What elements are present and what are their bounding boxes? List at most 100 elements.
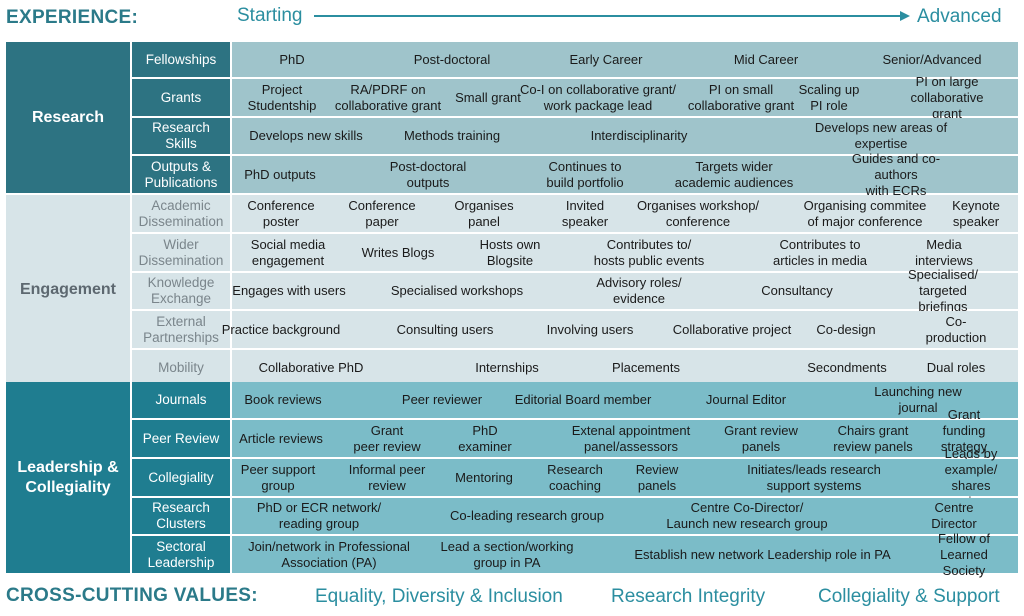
grid-cell-text: PhD examiner: [458, 422, 512, 454]
grid-cell-text: Contributes to/ hosts public events: [593, 236, 705, 268]
grid-cell-text: Practice background: [221, 321, 341, 337]
grid-cell: Dual roles: [927, 350, 986, 385]
grid-cell: PI on small collaborative grant: [688, 79, 794, 116]
grid-cell-text: Hosts own Blogsite: [479, 236, 541, 268]
grid-cell: Editorial Board member: [515, 382, 652, 418]
cross-cutting-values: CROSS-CUTTING VALUES: Equality, Diversit…: [0, 580, 1024, 616]
grid-cell-text: PhD: [279, 51, 305, 67]
grid-cell: Co-I on collaborative grant/ work packag…: [520, 79, 676, 116]
row-cells: Join/network in Professional Association…: [232, 531, 1018, 578]
grid-cell-text: Methods training: [403, 128, 501, 143]
section-engagement: Engagement Academic Dissemination Conferen…: [6, 195, 1018, 385]
grid-cell-text: Initiates/leads research support systems: [747, 461, 881, 493]
row-cells: Project Studentship RA/PDRF on collaborat…: [232, 74, 1018, 121]
grid-cell: Guides and co-authors with ECRs: [835, 151, 957, 198]
row-cells: Conference poster Conference paper Organis…: [232, 195, 1018, 232]
row-cells: Social media engagement Writes Blogs Hosts…: [232, 234, 1018, 271]
grid-cell-text: Writes Blogs: [361, 244, 435, 260]
grid-cell-text: Specialised workshops: [390, 283, 524, 298]
grid-cell: Post-doctoral: [414, 42, 491, 77]
grid-cell-text: Centre Director: [931, 500, 977, 531]
row-label-text: Sectoral Leadership: [147, 538, 215, 570]
grid-cell-text: Involving users: [546, 321, 634, 337]
grid-cell-text: Review panels: [635, 461, 679, 493]
row-leadership-1: Peer Review Article reviews Grant peer rev…: [132, 407, 1018, 470]
grid-cell: Invited speaker: [562, 195, 608, 232]
grid-cell-text: Co-leading research group: [450, 508, 604, 523]
grid-cell-text: PhD or ECR network/ reading group: [256, 500, 382, 531]
grid-cell-text: Journal Editor: [705, 392, 787, 407]
grid-cell-text: Secondments: [807, 359, 887, 375]
row-label: Sectoral Leadership: [132, 536, 230, 573]
grid-cell-text: Launching new journal: [874, 384, 962, 415]
row-label: Research Clusters: [132, 498, 230, 534]
grid-cell-text: Editorial Board member: [514, 392, 652, 407]
grid-cell: Review panels: [636, 459, 679, 496]
row-engagement-2: Knowledge Exchange Engages with users Spec…: [132, 267, 1018, 314]
grid-cell-text: Post-doctoral: [413, 51, 491, 67]
row-label-text: Mobility: [158, 359, 204, 375]
grid-cell: Involving users: [547, 311, 634, 348]
grid-cell-text: PI on small collaborative grant: [687, 81, 795, 113]
grid-cell: Specialised workshops: [391, 273, 523, 309]
grid-cell-text: Book reviews: [244, 392, 322, 407]
row-label: Peer Review: [132, 420, 230, 457]
grid-cell: PhD or ECR network/ reading group: [257, 498, 381, 534]
grid-cell: Peer support group: [241, 459, 315, 496]
row-engagement-0: Academic Dissemination Conference poster C…: [132, 195, 1018, 232]
grid-cell-text: Guides and co-authors with ECRs: [851, 150, 941, 198]
grid-cell: Internships: [475, 350, 539, 385]
grid-cell-text: Research coaching: [547, 461, 603, 493]
grid-cell: Collaborative project: [673, 311, 792, 348]
grid-cell-text: Specialised/ targeted briefings: [907, 267, 979, 314]
experience-arrow: [314, 11, 910, 21]
row-label-text: Research Clusters: [152, 500, 210, 531]
grid-cell: Organising commitee of major conference: [804, 195, 927, 232]
row-label-text: Wider Dissemination: [138, 236, 224, 268]
grid-cell-text: Article reviews: [239, 430, 323, 446]
grid-cell-text: Consulting users: [396, 321, 494, 337]
grid-cell: Research coaching: [547, 459, 603, 496]
row-label: Academic Dissemination: [132, 195, 230, 232]
grid-cell-text: Targets wider academic audiences: [674, 158, 794, 190]
grid-cell-text: Organises panel: [454, 197, 514, 229]
grid-cell: Lead a section/working group in PA: [441, 536, 574, 573]
grid-cell: Contributes to/ hosts public events: [594, 234, 705, 271]
grid-cell-text: Media interviews: [915, 236, 973, 268]
grid-cell: Organises workshop/ conference: [637, 195, 759, 232]
grid-cell: Conference poster: [247, 195, 314, 232]
grid-cell-text: Interdisciplinarity: [590, 128, 688, 143]
grid-cell-text: Establish new network: [634, 546, 764, 562]
grid-cell: Co-production: [925, 311, 987, 348]
cross-cutting-label: CROSS-CUTTING VALUES:: [6, 585, 258, 606]
experience-start-label: Starting: [237, 5, 303, 26]
grid-cell: Informal peer review: [349, 459, 426, 496]
row-cells: Collaborative PhD Internships Placements Se…: [232, 350, 1018, 385]
grid-cell: Grant peer review: [353, 420, 420, 457]
grid-cell-text: Keynote speaker: [952, 197, 1000, 229]
grid-cell-text: Engages with users: [232, 283, 346, 298]
grid-cell-text: Conference poster: [247, 197, 315, 229]
grid-cell: Collaborative PhD: [259, 350, 364, 385]
grid-cell: Hosts own Blogsite: [480, 234, 541, 271]
grid-cell-text: Continues to build portfolio: [546, 158, 624, 190]
grid-cell-text: Extenal appointment panel/assessors: [571, 422, 691, 454]
grid-cell: Centre Co-Director/ Launch new research …: [666, 498, 827, 534]
row-label: Grants: [132, 79, 230, 116]
grid-cell: Peer reviewer: [402, 382, 482, 418]
grid-cell: Launching new journal: [868, 382, 968, 418]
grid-cell: Join/network in Professional Association…: [248, 536, 410, 573]
row-label: Mobility: [132, 350, 230, 385]
row-research-0: Fellowships PhD Post-doctoral Early Career M…: [132, 42, 1018, 77]
row-leadership-3: Research Clusters PhD or ECR network/ rea…: [132, 498, 1018, 534]
grid-cell: Keynote speaker: [952, 195, 1000, 232]
row-label: External Partnerships: [132, 311, 230, 348]
row-label: Fellowships: [132, 42, 230, 77]
grid-cell: Methods training: [404, 118, 500, 154]
row-cells: PhD Post-doctoral Early Career Mid Career Se…: [232, 42, 1018, 77]
grid-cell: Book reviews: [244, 382, 321, 418]
grid-cell: Senior/Advanced: [882, 42, 981, 77]
row-label: Collegiality: [132, 459, 230, 496]
grid-cell-text: Small grant: [455, 89, 521, 105]
grid-cell-text: Co-I on collaborative grant/ work packag…: [519, 81, 677, 113]
